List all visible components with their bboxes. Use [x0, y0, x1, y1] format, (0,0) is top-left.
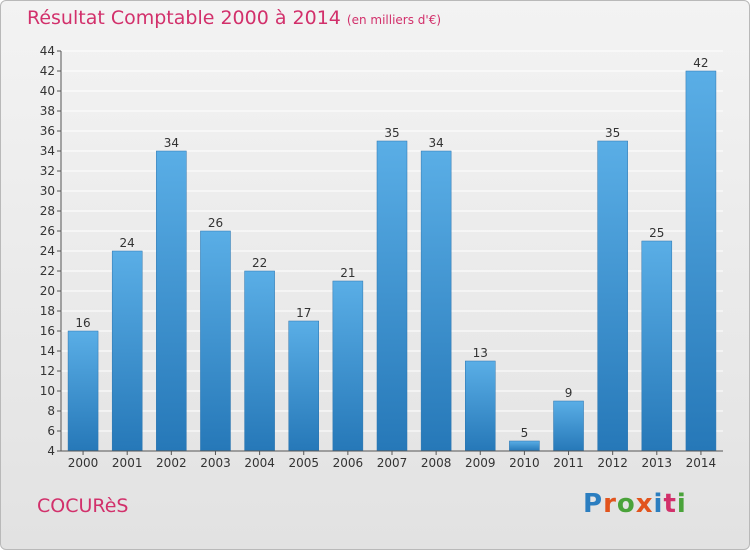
bar [376, 140, 408, 452]
data-label: 34 [428, 136, 443, 150]
data-label: 35 [384, 126, 399, 140]
bar [111, 250, 143, 452]
y-tick-label: 4 [47, 444, 55, 458]
data-label: 22 [252, 256, 267, 270]
x-tick-label: 2008 [421, 456, 452, 470]
logo-letter: x [635, 489, 654, 519]
y-tick-label: 16 [40, 324, 55, 338]
bar [641, 240, 673, 452]
x-tick-label: 2012 [597, 456, 628, 470]
data-label: 24 [120, 236, 135, 250]
data-label: 34 [164, 136, 179, 150]
logo-letter: r [603, 489, 617, 519]
data-label: 9 [565, 386, 573, 400]
chart-unit: (en milliers d'€) [346, 13, 442, 27]
y-tick-label: 32 [40, 164, 55, 178]
x-tick-label: 2005 [288, 456, 319, 470]
y-tick-label: 42 [40, 64, 55, 78]
commune-name: COCURèS [37, 495, 129, 517]
bar [67, 330, 99, 452]
data-label: 17 [296, 306, 311, 320]
y-tick-label: 8 [47, 404, 55, 418]
bar [244, 270, 275, 452]
x-tick-label: 2007 [377, 456, 408, 470]
y-tick-label: 6 [47, 424, 55, 438]
x-tick-label: 2013 [642, 456, 673, 470]
y-tick-label: 40 [40, 84, 55, 98]
x-tick-label: 2006 [333, 456, 364, 470]
bar [685, 70, 717, 452]
bar [420, 150, 452, 452]
y-tick-label: 18 [40, 304, 55, 318]
bar [156, 150, 187, 452]
logo-letter: t [663, 489, 677, 519]
y-tick-label: 30 [40, 184, 55, 198]
bar [553, 400, 584, 452]
y-tick-label: 22 [40, 264, 55, 278]
bar [288, 320, 319, 452]
bar [465, 360, 496, 452]
data-label: 21 [340, 266, 355, 280]
data-labels: 16 24 34 26 22 17 21 35 34 13 5 9 35 25 42 [75, 56, 708, 440]
data-label: 13 [473, 346, 488, 360]
x-tick-label: 2003 [200, 456, 231, 470]
data-label: 16 [75, 316, 90, 330]
y-tick-label: 12 [40, 364, 55, 378]
bar [597, 140, 628, 452]
proxiti-logo: Proxiti [583, 489, 687, 519]
x-tick-label: 2002 [156, 456, 187, 470]
data-label: 35 [605, 126, 620, 140]
chart-title: Résultat Comptable 2000 à 2014 (en millie… [27, 7, 441, 29]
data-label: 5 [521, 426, 529, 440]
y-tick-label: 44 [40, 44, 55, 58]
y-tick-label: 38 [40, 104, 55, 118]
bars [67, 70, 717, 452]
axes: 4 6 8 10 12 14 16 18 20 22 24 26 28 30 32 34 36 38 40 42 44 2… [40, 44, 723, 470]
x-tick-label: 2001 [112, 456, 143, 470]
x-tick-label: 2004 [244, 456, 275, 470]
y-tick-label: 24 [40, 244, 55, 258]
y-tick-label: 10 [40, 384, 55, 398]
x-tick-label: 2011 [553, 456, 584, 470]
y-tick-label: 14 [40, 344, 55, 358]
data-label: 25 [649, 226, 664, 240]
logo-letter: i [653, 489, 664, 519]
y-tick-label: 28 [40, 204, 55, 218]
data-label: 42 [693, 56, 708, 70]
logo-letter: P [583, 489, 604, 519]
logo-letter: o [616, 489, 636, 519]
x-tick-label: 2000 [68, 456, 99, 470]
x-tick-label: 2014 [686, 456, 717, 470]
y-tick-label: 34 [40, 144, 55, 158]
x-tick-label: 2009 [465, 456, 496, 470]
bar [200, 230, 231, 452]
x-tick-label: 2010 [509, 456, 540, 470]
y-tick-label: 20 [40, 284, 55, 298]
y-tick-label: 26 [40, 224, 55, 238]
y-tick-label: 36 [40, 124, 55, 138]
data-label: 26 [208, 216, 223, 230]
bar [332, 280, 364, 452]
logo-letter: i [676, 489, 687, 519]
chart-title-text: Résultat Comptable 2000 à 2014 [27, 7, 341, 29]
bar [509, 440, 540, 452]
